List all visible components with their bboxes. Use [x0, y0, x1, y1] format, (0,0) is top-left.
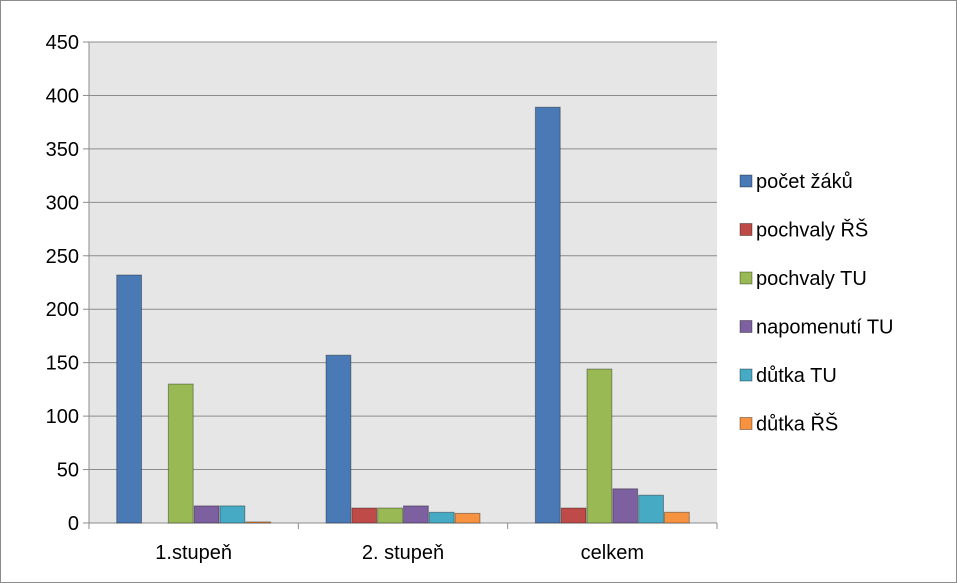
bar — [560, 507, 587, 524]
y-tick-label: 50 — [57, 460, 79, 482]
bars — [116, 106, 690, 524]
y-tick-label: 300 — [46, 192, 79, 214]
bar — [663, 511, 690, 524]
bar — [325, 354, 352, 524]
legend-label: napomenutí TU — [756, 317, 894, 339]
legend-swatch — [739, 223, 753, 236]
y-tick-label: 100 — [46, 406, 79, 428]
x-tick-label: 1.stupeň — [155, 542, 232, 564]
bar — [245, 521, 272, 524]
plot-area — [89, 42, 717, 523]
legend-swatch — [739, 417, 753, 430]
bar — [351, 507, 378, 524]
bar — [219, 505, 246, 524]
bar — [586, 368, 613, 524]
legend-label: důtka ŘŠ — [756, 413, 838, 436]
bar — [428, 511, 455, 524]
legend-swatch — [739, 271, 753, 285]
y-tick-label: 400 — [46, 85, 79, 107]
bar — [377, 507, 403, 524]
bar — [403, 505, 429, 524]
y-tick-label: 200 — [46, 299, 79, 321]
legend: počet žáků pochvaly ŘŠ pochvaly TU napomenu… — [739, 171, 894, 436]
legend-label: pochvaly TU — [756, 268, 867, 290]
bar — [638, 494, 664, 524]
legend-swatch — [739, 320, 753, 333]
y-tick-label: 250 — [46, 246, 79, 268]
y-tick-label: 350 — [46, 139, 79, 161]
legend-swatch — [739, 368, 753, 382]
bar — [193, 505, 220, 524]
y-tick-label: 450 — [46, 32, 79, 54]
legend-label: pochvaly ŘŠ — [756, 219, 868, 242]
x-tick-label: celkem — [581, 542, 644, 564]
bar — [454, 512, 481, 524]
gridlines — [89, 41, 717, 471]
bar — [116, 274, 143, 524]
y-tick-label: 0 — [68, 513, 79, 535]
legend-label: počet žáků — [756, 171, 853, 193]
bar — [612, 488, 639, 524]
bar — [534, 106, 561, 524]
axes — [88, 42, 717, 524]
legend-label: důtka TU — [756, 365, 837, 387]
x-tick-label: 2. stupeň — [362, 542, 444, 564]
legend-swatch — [739, 174, 753, 188]
bar — [167, 383, 194, 524]
x-axis-ticks: 1.stupeň 2. stupeň celkem — [88, 523, 718, 564]
y-axis-ticks: 0 50 100 150 200 250 300 350 400 450 — [46, 32, 89, 535]
y-tick-label: 150 — [46, 353, 79, 375]
